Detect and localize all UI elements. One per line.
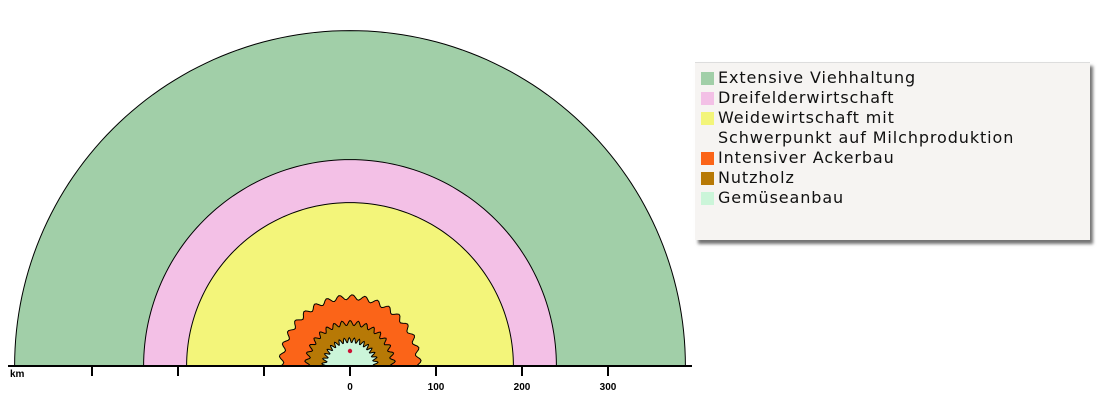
axis-tick-label: 0 [347, 382, 353, 393]
legend-swatch [701, 92, 714, 105]
legend-label: Intensiver Ackerbau [718, 148, 895, 167]
legend-swatch [701, 172, 714, 185]
legend-label: Gemüseanbau [718, 188, 845, 207]
legend-item-nutzholz: Nutzholz [701, 168, 1090, 188]
legend-item-intensiver-ackerbau: Intensiver Ackerbau [701, 148, 1090, 168]
legend-item-weidewirtschaft-mit-schwerpunkt-auf-milchproduktion: Weidewirtschaft mit Schwerpunkt auf Milc… [701, 108, 1090, 148]
distance-axis: 0 100 200 300 km [8, 365, 692, 393]
legend-label: Dreifelderwirtschaft [718, 88, 895, 107]
legend-item-extensive-viehhaltung: Extensive Viehhaltung [701, 68, 1090, 88]
legend: Extensive Viehhaltung Dreifelderwirtschaf… [695, 62, 1090, 240]
legend-label: Extensive Viehhaltung [718, 68, 917, 87]
legend-item-gemüseanbau: Gemüseanbau [701, 188, 1090, 208]
axis-tick-label: 200 [514, 382, 531, 393]
axis-unit-label: km [10, 369, 25, 380]
legend-swatch [701, 72, 714, 85]
axis-tick-label: 300 [600, 382, 617, 393]
zone-rings [14, 30, 686, 367]
legend-swatch [701, 152, 714, 165]
axis-tick-label: 100 [428, 382, 445, 393]
town-center-marker [347, 348, 353, 354]
legend-item-dreifelderwirtschaft: Dreifelderwirtschaft [701, 88, 1090, 108]
legend-label: Nutzholz [718, 168, 795, 187]
legend-swatch [701, 112, 714, 125]
legend-swatch [701, 192, 714, 205]
thuenen-rings-diagram: 0 100 200 300 km [8, 30, 692, 393]
legend-label: Weidewirtschaft mit Schwerpunkt auf Milc… [718, 108, 1015, 147]
zone-weidewirtschaft-mit-schwerpunkt-auf-milchproduktion [186, 202, 514, 367]
